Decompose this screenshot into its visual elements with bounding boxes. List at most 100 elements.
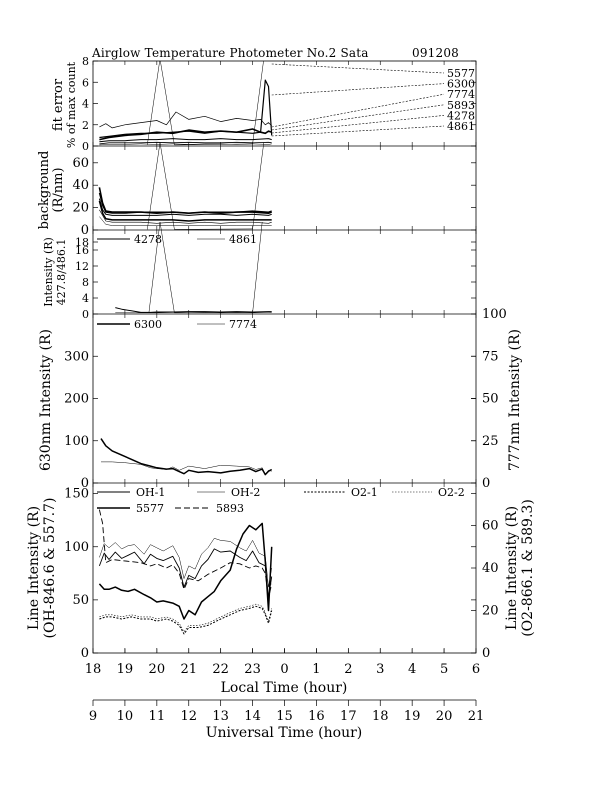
local-xtick-label: 6 — [472, 662, 480, 677]
line-intensity-legend-label-5577: 5577 — [136, 502, 164, 515]
intensity-6300-7774-series-7774 — [101, 461, 272, 475]
intensity-6300-7774-ytick-right-label: 100 — [482, 307, 507, 322]
fit-error-legend-label-5893: 5893 — [447, 99, 475, 112]
fit-error-legend-connector-6300 — [271, 83, 445, 96]
ut-xtick-label: 9 — [89, 709, 97, 724]
local-xtick-label: 3 — [376, 662, 384, 677]
intensity-6300-7774-ytick-right-label: 0 — [482, 476, 490, 491]
line-intensity-ytick-right-label: 20 — [482, 604, 499, 619]
fit-error-ytick-label: 2 — [82, 119, 89, 132]
local-xtick-label: 5 — [440, 662, 448, 677]
local-xtick-label: 0 — [280, 662, 288, 677]
intensity-4278-4861-ytick-label: 12 — [75, 260, 89, 273]
local-xtick-label: 21 — [180, 662, 197, 677]
background-series-bg-c — [98, 198, 272, 216]
background-series-bg-f — [99, 216, 272, 226]
line-intensity-ytick-label: 100 — [64, 540, 89, 555]
fit-error-ytick-label: 8 — [82, 55, 89, 68]
fit-error-legend-label-4861: 4861 — [447, 120, 475, 133]
fit-error-series-spike — [147, 61, 264, 146]
fit-error-legend-label-5577: 5577 — [447, 67, 475, 80]
ut-xtick-label: 12 — [180, 709, 197, 724]
ut-xtick-label: 11 — [149, 709, 166, 724]
intensity-6300-7774-series-6300 — [100, 438, 273, 476]
fit-error-legend-label-7774: 7774 — [447, 88, 475, 101]
background-ytick-label: 40 — [72, 178, 89, 193]
fit-error-legend-connector-4278 — [271, 115, 445, 134]
background-series-bg-a — [98, 187, 272, 214]
intensity-4278-4861-ytick-label: 4 — [82, 292, 89, 305]
fit-error-ylabel: fit error — [51, 78, 66, 131]
fit-error-ytick-label: 4 — [82, 98, 89, 111]
line-intensity-right-ylabel-species: (O2-866.1 & 589.3) — [520, 499, 536, 637]
intensity-short-ylabel: Intensity (R) — [42, 237, 55, 307]
line-intensity-legend-label-OH-1: OH-1 — [136, 486, 165, 499]
fit-error-legend-connector-5577 — [271, 63, 445, 74]
line-intensity-ytick-label: 150 — [64, 487, 89, 502]
local-xtick-label: 22 — [212, 662, 229, 677]
intensity-4278-4861-legend-label-4278: 4278 — [134, 233, 162, 246]
chart-marks: 0246855776300777458934278486102040600481… — [64, 55, 507, 724]
line-intensity-series-5577 — [98, 522, 273, 620]
line-intensity-legend-label-O2-1: O2-1 — [351, 486, 378, 499]
intensity-4278-4861-series-spike — [148, 221, 263, 314]
fit-error-legend-label-4278: 4278 — [447, 109, 475, 122]
background-ytick-label: 60 — [72, 156, 89, 171]
fit-error-series-5893 — [99, 138, 272, 143]
fit-error-legend-connector-4861 — [271, 125, 445, 137]
local-xtick-label: 19 — [117, 662, 134, 677]
line-intensity-ylabel-species: (OH-846.6 & 557.7) — [42, 498, 58, 639]
intensity-6300-7774-ytick-label: 300 — [64, 349, 89, 364]
ut-xtick-label: 15 — [276, 709, 293, 724]
local-xtick-label: 20 — [149, 662, 166, 677]
line-intensity-series-5893 — [98, 509, 273, 599]
intensity-6300-7774-ytick-label: 200 — [64, 392, 89, 407]
line-intensity-series-OH-1 — [98, 548, 273, 599]
line-intensity-ytick-label: 0 — [81, 646, 89, 661]
ut-xtick-label: 13 — [212, 709, 229, 724]
line-intensity-series-O2-2 — [99, 603, 272, 633]
background-ytick-label: 0 — [81, 223, 89, 238]
intensity-6300-7774-legend-label-6300: 6300 — [134, 318, 162, 331]
fit-error-ytick-label: 0 — [82, 140, 89, 153]
line-intensity-legend-label-5893: 5893 — [216, 502, 244, 515]
intensity-6300-7774-ytick-label: 0 — [81, 476, 89, 491]
intensity-6300-7774-ytick-right-label: 25 — [482, 434, 499, 449]
ut-xtick-label: 18 — [372, 709, 389, 724]
intensity-6300-7774-ytick-right-label: 75 — [482, 349, 499, 364]
line-intensity-series-OH-2 — [99, 538, 272, 588]
intensity-6300-7774-legend-label-7774: 7774 — [229, 318, 257, 331]
ut-xtick-label: 20 — [436, 709, 453, 724]
intensity-4278-4861-ytick-label: 0 — [82, 308, 89, 321]
fit-error-series-4278 — [99, 141, 272, 145]
fit-error-series-7774 — [99, 111, 272, 129]
fit-error-legend-connector-5893 — [271, 104, 445, 131]
intensity-6300-7774-ytick-right-label: 50 — [482, 392, 499, 407]
intensity-short-ylabel-wavelengths: 427.8/486.1 — [55, 239, 68, 306]
ut-xlabel: Universal Time (hour) — [206, 725, 363, 741]
line-intensity-ytick-right-label: 0 — [482, 646, 490, 661]
fit-error-series-5577 — [99, 128, 272, 141]
ut-xtick-label: 17 — [340, 709, 357, 724]
chart-date: 091208 — [412, 46, 459, 60]
line-intensity-ytick-right-label: 60 — [482, 519, 499, 534]
line-intensity-legend-label-O2-2: O2-2 — [438, 486, 465, 499]
fit-error-series-6300 — [99, 79, 273, 139]
line-intensity-legend-label-OH-2: OH-2 — [231, 486, 260, 499]
ut-xtick-label: 14 — [244, 709, 261, 724]
intensity-4278-4861-ytick-label: 8 — [82, 276, 89, 289]
background-ylabel-units: (R/nm) — [51, 167, 66, 212]
line-intensity-ylabel: Line Intensity (R) — [26, 506, 42, 630]
ut-xtick-label: 16 — [308, 709, 325, 724]
fit-error-ytick-label: 6 — [82, 76, 89, 89]
fit-error-ylabel-units: % of max count — [65, 61, 78, 148]
777nm-ylabel: 777nm Intensity (R) — [507, 329, 523, 471]
ut-xtick-label: 10 — [117, 709, 134, 724]
intensity-6300-7774-ytick-label: 100 — [64, 434, 89, 449]
background-series-spike — [147, 142, 265, 230]
background-series-bg-b — [98, 192, 272, 214]
line-intensity-ytick-label: 50 — [72, 593, 89, 608]
fit-error-legend-connector-7774 — [271, 93, 445, 128]
local-xtick-label: 18 — [85, 662, 102, 677]
